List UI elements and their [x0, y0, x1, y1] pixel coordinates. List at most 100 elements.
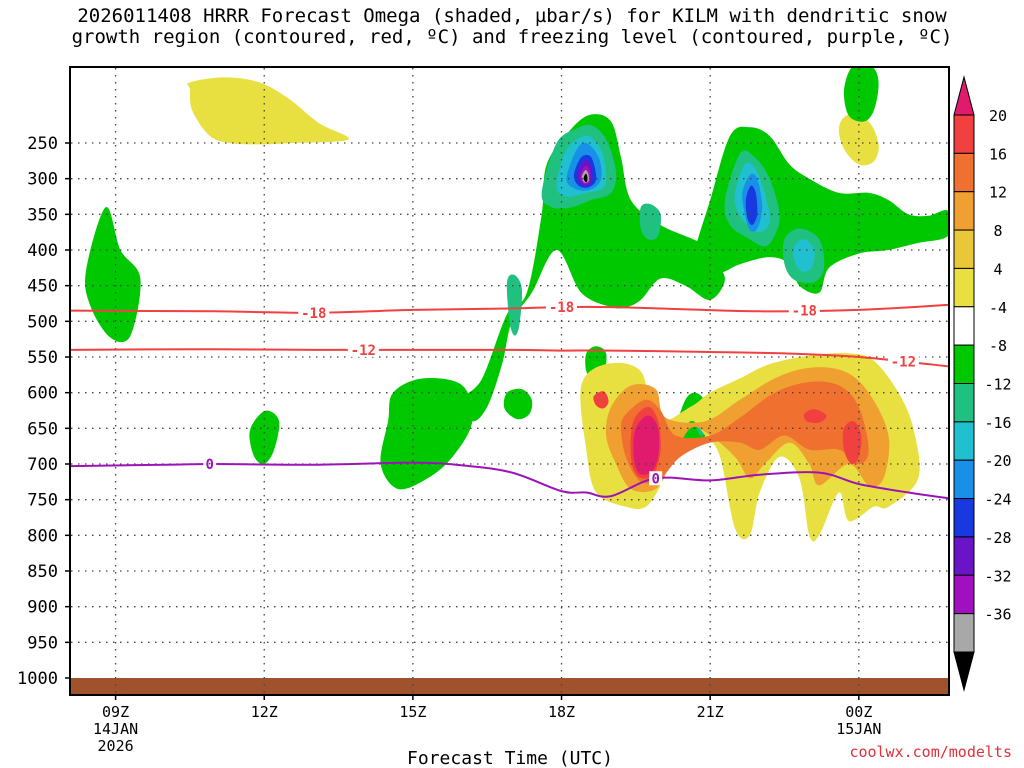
- y-tick-label-300: 300: [27, 170, 58, 190]
- colorbar-bottom-triangle: [953, 651, 975, 692]
- x-tick-label-09Z: 09Z: [102, 703, 129, 721]
- dgz-minus-18-label-bg-0: [298, 305, 330, 320]
- colorbar-box-5: [953, 267, 975, 308]
- freezing-level-0-label-1: 0: [651, 471, 659, 487]
- y-tick-label-750: 750: [27, 491, 58, 511]
- colorbar-box-1: [953, 114, 975, 154]
- colorbar-box-8: [953, 383, 975, 423]
- x-tick-label-21Z: 21Z: [697, 703, 724, 721]
- colorbar-box-10: [953, 459, 975, 500]
- omega-region-0: [187, 77, 349, 145]
- colorbar-box-6: [953, 306, 975, 346]
- colorbar-label-11: -28: [984, 529, 1011, 547]
- colorbar-label-10: -24: [984, 491, 1011, 509]
- dgz-minus-18-label-0: -18: [301, 306, 326, 322]
- x-tick-label-12Z: 12Z: [251, 703, 278, 721]
- colorbar-label-5: -4: [989, 299, 1007, 317]
- colorbar-box-2: [953, 152, 975, 193]
- freezing-level-0-label-bg-0: [203, 457, 217, 472]
- y-tick-label-950: 950: [27, 633, 58, 653]
- omega-region-8: [843, 68, 879, 122]
- x-tick-label-18Z: 18Z: [548, 703, 575, 721]
- freezing-level-0-label-0: 0: [206, 457, 214, 473]
- omega-region-3: [85, 206, 141, 343]
- y-tick-label-1000: 1000: [17, 669, 58, 689]
- omega-region-36: [593, 391, 609, 409]
- x-tick-sublabel-00Z: 15JAN: [836, 720, 881, 738]
- y-tick-label-450: 450: [27, 277, 58, 297]
- y-tick-label-650: 650: [27, 419, 58, 439]
- colorbar-label-13: -36: [984, 606, 1011, 624]
- colorbar-legend: 20 16 12 8 4 -4 -8 -12 -16 -20 -24 -28 -32 -36: [953, 75, 1012, 692]
- omega-region-1: [596, 9, 622, 28]
- chart-title: 2026011408 HRRR Forecast Omega (shaded, …: [0, 6, 1024, 48]
- omega-region-2: [838, 114, 879, 166]
- contour-lines: -18 -18 -18 -12 -12 0 0: [70, 300, 949, 500]
- colorbar-label-8: -16: [984, 414, 1011, 432]
- dgz-minus-18-label-bg-2: [788, 303, 820, 318]
- omega-region-25: [745, 185, 758, 226]
- dgz-minus-12-label-0: -12: [351, 343, 376, 359]
- colorbar-label-12: -32: [984, 567, 1011, 585]
- dgz-minus-12-line: [70, 348, 949, 368]
- colorbar-box-12: [953, 536, 975, 576]
- site-credit[interactable]: coolwx.com/modelts: [849, 743, 1012, 761]
- x-tick-label-00Z: 00Z: [845, 703, 872, 721]
- colorbar-label-4: 4: [993, 260, 1002, 278]
- y-tick-label-350: 350: [27, 205, 58, 225]
- colorbar-label-3: 8: [993, 222, 1002, 240]
- omega-region-32: [621, 381, 869, 484]
- dgz-minus-18-label-1: -18: [549, 300, 574, 316]
- colorbar-box-11: [953, 498, 975, 538]
- colorbar-label-7: -12: [984, 376, 1011, 394]
- y-tick-label-700: 700: [27, 455, 58, 475]
- colorbar-box-13: [953, 574, 975, 615]
- x-tick-sublabel-09Z: 14JAN: [93, 720, 138, 738]
- omega-region-37: [633, 415, 660, 475]
- y-axis: 250 300 350 400 450 500 550 600 650 700 750 800 850 9…: [17, 134, 71, 689]
- dgz-minus-18-label-2: -18: [792, 304, 817, 320]
- colorbar-label-1: 16: [989, 145, 1007, 163]
- y-tick-label-800: 800: [27, 526, 58, 546]
- x-tick-year-09Z: 2026: [98, 737, 134, 755]
- omega-region-35: [842, 420, 862, 465]
- colorbar-label-2: 12: [989, 184, 1007, 202]
- colorbar-box-3: [953, 191, 975, 231]
- y-tick-label-500: 500: [27, 312, 58, 332]
- y-tick-label-400: 400: [27, 241, 58, 261]
- plot-frame: [69, 66, 950, 696]
- x-tick-label-15Z: 15Z: [399, 703, 426, 721]
- omega-region-6: [462, 114, 725, 422]
- y-tick-label-250: 250: [27, 134, 58, 154]
- freezing-level-0-line: [70, 461, 949, 500]
- colorbar-label-6: -8: [989, 337, 1007, 355]
- freezing-level-0-label-bg-1: [649, 471, 663, 486]
- dgz-minus-18-label-bg-1: [546, 300, 578, 315]
- omega-region-4: [249, 410, 280, 465]
- y-tick-label-900: 900: [27, 598, 58, 618]
- colorbar-box-7: [953, 344, 975, 384]
- colorbar-label-9: -20: [984, 452, 1011, 470]
- colorbar-top-triangle: [953, 75, 975, 116]
- omega-shading: [85, 9, 948, 542]
- omega-region-29: [583, 173, 588, 183]
- dgz-minus-12-label-bg-0: [347, 342, 379, 357]
- omega-region-21: [793, 239, 815, 272]
- dgz-minus-12-label-1: -12: [891, 355, 916, 371]
- ground-surface-bar: [71, 678, 948, 695]
- colorbar-box-4: [953, 229, 975, 269]
- chart-title-line2: growth region (contoured, red, ºC) and f…: [71, 26, 953, 48]
- omega-region-17: [639, 203, 662, 240]
- omega-region-5: [380, 377, 473, 490]
- omega-region-34: [803, 409, 827, 424]
- colorbar-box-14: [953, 613, 975, 653]
- omega-region-10: [503, 388, 533, 420]
- colorbar-label-0: 20: [989, 107, 1007, 125]
- colorbar-box-9: [953, 421, 975, 461]
- y-tick-label-550: 550: [27, 348, 58, 368]
- chart-title-line1: 2026011408 HRRR Forecast Omega (shaded, …: [77, 5, 947, 27]
- y-tick-label-850: 850: [27, 562, 58, 582]
- y-tick-label-600: 600: [27, 384, 58, 404]
